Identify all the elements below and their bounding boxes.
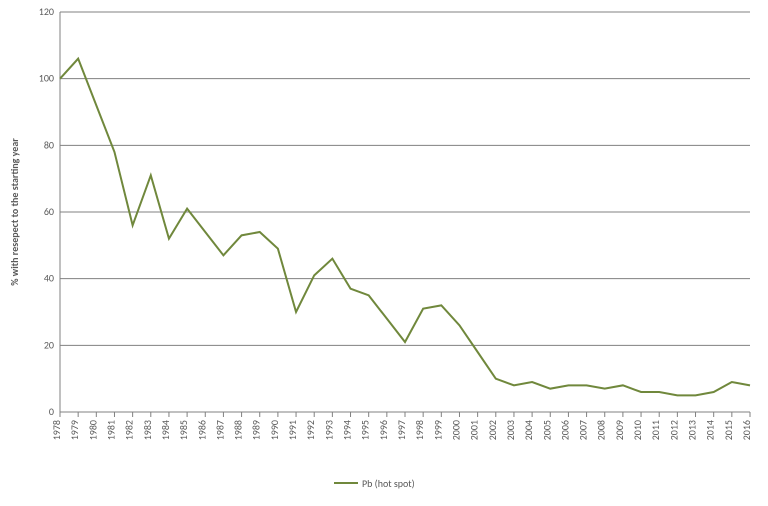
y-tick-label: 0: [49, 405, 54, 418]
x-tick-label: 2016: [740, 420, 753, 440]
x-tick-label: 2015: [722, 420, 735, 440]
x-tick-label: 1994: [341, 420, 354, 440]
x-tick-label: 1978: [50, 420, 63, 440]
x-tick-label: 1981: [104, 420, 117, 440]
x-tick-label: 1989: [250, 420, 263, 440]
y-tick-label: 20: [44, 338, 54, 351]
y-tick-label: 80: [44, 138, 54, 151]
x-tick-label: 2013: [686, 420, 699, 440]
x-tick-label: 2012: [667, 420, 680, 440]
line-chart: 0 20 40 60 80 100 120 1978 1979 1980 1981 1982 1983 1…: [0, 0, 768, 501]
y-tick-label: 120: [39, 5, 54, 18]
x-tick-label: 2002: [486, 420, 499, 440]
x-tick-label: 1979: [68, 420, 81, 440]
x-tick-label: 2004: [522, 420, 535, 440]
x-tick-label: 2007: [577, 420, 590, 440]
x-tick-label: 1983: [141, 420, 154, 440]
x-tick-label: 1992: [304, 420, 317, 440]
x-tick-label: 2011: [649, 420, 662, 440]
x-tick-label: 2001: [468, 420, 481, 440]
x-tick-label: 2006: [558, 420, 571, 440]
legend-label: Pb (hot spot): [362, 477, 415, 490]
y-tick-label: 60: [44, 205, 54, 218]
x-tick-label: 1990: [268, 420, 281, 440]
x-tick-label: 2009: [613, 420, 626, 440]
x-tick-label: 1984: [159, 420, 172, 440]
x-tick-label: 1993: [322, 420, 335, 440]
x-tick-label: 1996: [377, 420, 390, 440]
x-tick-label: 2000: [449, 420, 462, 440]
x-tick-label: 1997: [395, 420, 408, 440]
x-tick-label: 1998: [413, 420, 426, 440]
x-tick-label: 1982: [123, 420, 136, 440]
x-tick-label: 2010: [631, 420, 644, 440]
x-tick-label: 1999: [431, 420, 444, 440]
x-tick-label: 1986: [195, 420, 208, 440]
x-tick-label: 1995: [359, 420, 372, 440]
x-tick-label: 2005: [540, 420, 553, 440]
chart-svg: 0 20 40 60 80 100 120 1978 1979 1980 1981 1982 1983 1…: [0, 0, 768, 501]
x-tick-label: 2014: [704, 420, 717, 440]
x-tick-label: 1980: [86, 420, 99, 440]
y-tick-label: 40: [44, 272, 54, 285]
x-tick-label: 1991: [286, 420, 299, 440]
x-tick-label: 2008: [595, 420, 608, 440]
x-tick-label: 1988: [232, 420, 245, 440]
y-axis-label: % with resepect to the starting year: [8, 138, 21, 286]
x-tick-label: 1987: [213, 420, 226, 440]
y-tick-label: 100: [39, 72, 54, 85]
x-tick-label: 2003: [504, 420, 517, 440]
x-tick-label: 1985: [177, 420, 190, 440]
